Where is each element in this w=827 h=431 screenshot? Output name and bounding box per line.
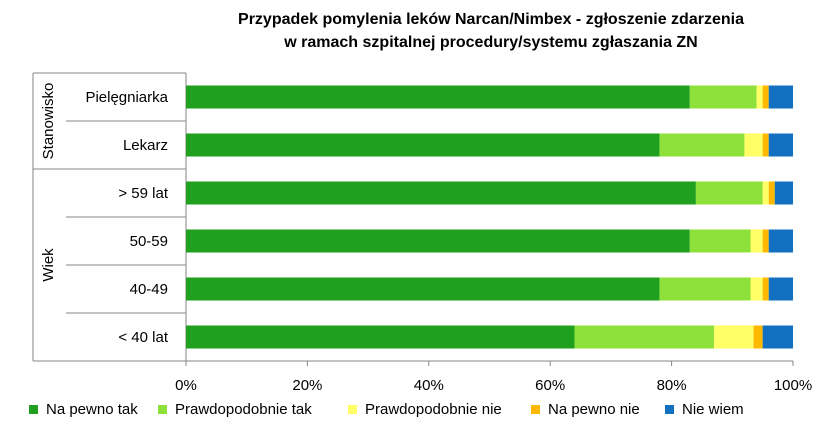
bar-segment <box>186 277 660 301</box>
group-label: Stanowisko <box>40 83 57 160</box>
bar-segment <box>186 229 690 253</box>
bar-segment <box>768 229 793 253</box>
bar-segment <box>689 229 751 253</box>
category-label: < 40 lat <box>118 329 168 346</box>
bar-segment <box>768 133 793 157</box>
category-label: > 59 lat <box>118 185 168 202</box>
x-tick-label: 40% <box>414 377 444 394</box>
category-label: 40-49 <box>130 281 168 298</box>
x-tick-label: 80% <box>657 377 687 394</box>
bar-segment <box>750 229 763 253</box>
x-tick-label: 20% <box>292 377 322 394</box>
category-label: 50-59 <box>130 233 168 250</box>
bar-segment <box>762 85 769 109</box>
bar-segment <box>186 181 696 205</box>
bar-segment <box>659 277 751 301</box>
category-labels: Pielęgniarka Lekarz > 59 lat 50-59 40-49 < 40… <box>85 89 168 346</box>
legend-label: Prawdopodobnie tak <box>175 401 312 418</box>
legend-swatch <box>158 405 167 414</box>
bar-segment <box>695 181 763 205</box>
bar-segment <box>714 325 754 349</box>
bar-segment <box>768 277 793 301</box>
legend-swatch <box>29 405 38 414</box>
category-label: Pielęgniarka <box>85 89 168 106</box>
bar-segment <box>762 229 769 253</box>
bar-segment <box>659 133 745 157</box>
group-label: Wiek <box>40 248 57 282</box>
bar-segment <box>762 277 769 301</box>
bars <box>186 85 793 349</box>
bar-segment <box>753 325 763 349</box>
legend-swatch <box>348 405 357 414</box>
chart-title-line: w ramach szpitalnej procedury/systemu zg… <box>283 34 697 51</box>
bar-segment <box>574 325 715 349</box>
legend-label: Na pewno nie <box>548 401 640 418</box>
bar-segment <box>689 85 757 109</box>
x-tick-label: 0% <box>175 377 197 394</box>
axes-frame <box>32 72 793 362</box>
x-tick-label: 60% <box>535 377 565 394</box>
bar-segment <box>768 181 775 205</box>
category-label: Lekarz <box>123 137 168 154</box>
x-tick-label: 100% <box>774 377 812 394</box>
bar-segment <box>762 325 793 349</box>
bar-segment <box>762 181 769 205</box>
bar-segment <box>762 133 769 157</box>
bar-segment <box>774 181 793 205</box>
legend-label: Prawdopodobnie nie <box>365 401 502 418</box>
group-labels: Stanowisko Wiek <box>40 83 57 282</box>
x-axis-ticks: 0% 20% 40% 60% 80% 100% <box>175 361 812 394</box>
legend-swatch <box>665 405 674 414</box>
chart-title: Przypadek pomylenia leków Narcan/Nimbex … <box>238 11 744 51</box>
bar-segment <box>744 133 763 157</box>
bar-segment <box>186 325 575 349</box>
legend: Na pewno tak Prawdopodobnie tak Prawdopodo… <box>29 401 744 418</box>
legend-swatch <box>531 405 540 414</box>
chart-title-line: Przypadek pomylenia leków Narcan/Nimbex … <box>238 11 744 28</box>
bar-segment <box>768 85 793 109</box>
bar-segment <box>756 85 763 109</box>
legend-label: Nie wiem <box>682 401 744 418</box>
bar-segment <box>750 277 763 301</box>
bar-segment <box>186 85 690 109</box>
bar-segment <box>186 133 660 157</box>
legend-label: Na pewno tak <box>46 401 138 418</box>
